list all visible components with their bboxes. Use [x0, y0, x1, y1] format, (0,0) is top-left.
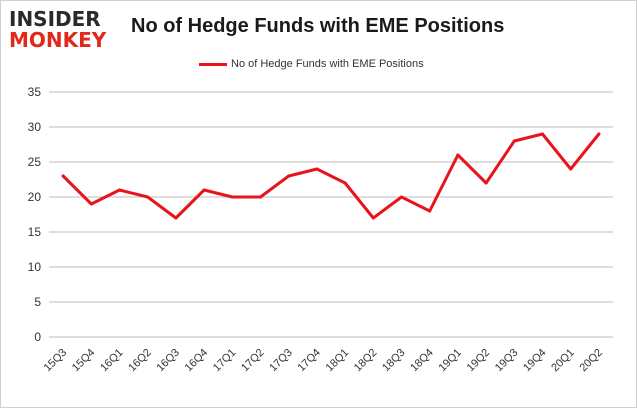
data-point [512, 139, 516, 143]
data-point [230, 195, 234, 199]
x-tick-label: 19Q4 [521, 347, 549, 375]
y-tick-label: 35 [28, 85, 42, 99]
y-tick-label: 20 [28, 190, 42, 204]
data-point [428, 209, 432, 213]
y-tick-label: 10 [28, 260, 42, 274]
data-point [259, 195, 262, 199]
data-point [146, 195, 150, 199]
x-tick-label: 17Q2 [239, 347, 267, 375]
x-tick-label: 18Q4 [408, 347, 436, 375]
y-tick-label: 5 [34, 295, 41, 309]
data-point [287, 174, 291, 178]
data-point [569, 167, 573, 171]
data-point [597, 132, 601, 136]
data-point [484, 181, 488, 185]
y-tick-label: 15 [28, 225, 42, 239]
x-tick-label: 16Q3 [154, 347, 182, 375]
x-tick-label: 18Q2 [352, 347, 380, 375]
x-tick-label: 16Q2 [126, 347, 154, 375]
x-tick-label: 17Q3 [267, 347, 295, 375]
data-point [174, 216, 178, 220]
legend-line-swatch [199, 62, 227, 66]
series-line [61, 132, 601, 220]
chart-legend: No of Hedge Funds with EME Positions [199, 58, 424, 70]
data-point [456, 153, 460, 157]
x-tick-label: 20Q1 [549, 347, 577, 375]
y-tick-label: 25 [28, 155, 42, 169]
data-point [541, 132, 544, 136]
x-tick-label: 17Q4 [295, 347, 323, 375]
legend-label: No of Hedge Funds with EME Positions [231, 58, 424, 70]
x-tick-label: 16Q4 [183, 347, 211, 375]
chart-title: No of Hedge Funds with EME Positions [131, 15, 505, 37]
x-tick-label: 15Q3 [42, 347, 70, 375]
data-point [343, 181, 347, 185]
x-tick-label: 19Q3 [493, 347, 521, 375]
data-point [89, 202, 93, 206]
x-tick-label: 18Q1 [324, 347, 352, 375]
data-point [202, 188, 206, 192]
x-tick-label: 18Q3 [380, 347, 408, 375]
logo-line-2: MONKEY [9, 28, 107, 52]
logo-line-1: INSIDER [9, 7, 101, 31]
data-point [400, 195, 403, 199]
data-point [371, 216, 375, 220]
data-point [118, 188, 121, 192]
x-tick-label: 19Q2 [465, 347, 493, 375]
x-tick-label: 17Q1 [211, 347, 239, 375]
x-tick-label: 19Q1 [436, 347, 464, 375]
y-tick-label: 30 [28, 120, 42, 134]
data-point [61, 174, 65, 178]
y-tick-label: 0 [34, 330, 41, 344]
x-tick-label: 16Q1 [98, 347, 126, 375]
x-tick-label: 20Q2 [577, 347, 605, 375]
data-point [315, 167, 319, 171]
x-tick-label: 15Q4 [70, 347, 98, 375]
insider-monkey-logo: INSIDER MONKEY [9, 9, 121, 51]
